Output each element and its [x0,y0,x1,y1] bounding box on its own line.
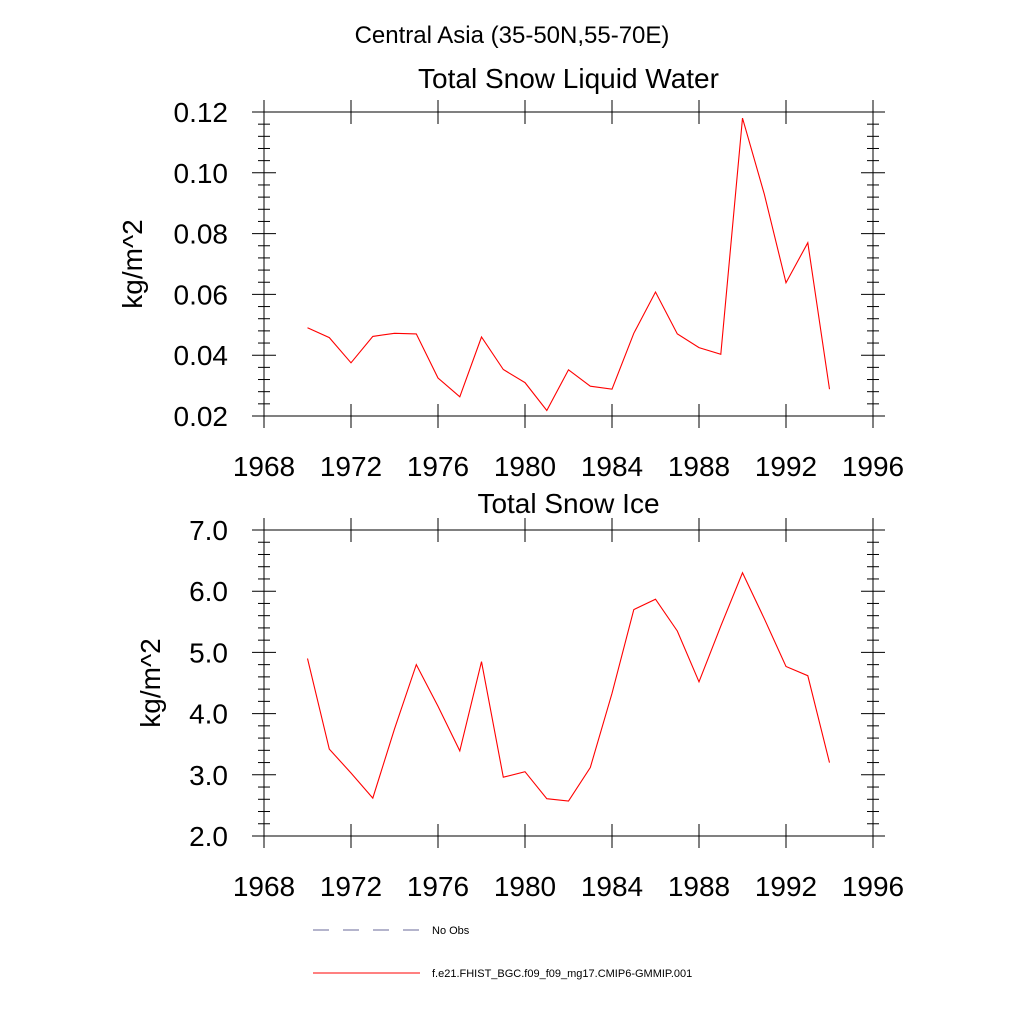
x-tick-label: 1984 [581,451,643,482]
x-tick-label: 1980 [494,871,556,902]
legend-label-model-run: f.e21.FHIST_BGC.f09_f09_mg17.CMIP6-GMMIP… [432,968,692,980]
y-tick-label: 0.06 [174,279,229,310]
x-tick-label: 1972 [320,871,382,902]
plot-frame [263,111,874,417]
x-tick-label: 1992 [755,871,817,902]
x-tick-label: 1976 [407,871,469,902]
y-axis-label: kg/m^2 [135,638,166,727]
y-tick-label: 0.08 [174,219,229,250]
y-tick-label: 0.04 [174,340,229,371]
legend-label-no-obs: No Obs [432,925,470,937]
y-tick-label: 7.0 [189,515,228,546]
x-tick-label: 1972 [320,451,382,482]
chart-title: Total Snow Ice [477,488,659,519]
y-tick-label: 0.02 [174,401,229,432]
y-tick-label: 5.0 [189,637,228,668]
y-tick-label: 0.12 [174,97,229,128]
chart-title: Total Snow Liquid Water [418,63,719,94]
x-tick-label: 1992 [755,451,817,482]
x-tick-label: 1996 [842,451,904,482]
panel-total-snow-ice: Total Snow Ice kg/m^2 1968 1972 1976 1980 1984… [135,488,904,902]
x-tick-label: 1968 [233,451,295,482]
y-tick-label: 2.0 [189,821,228,852]
y-tick-label: 4.0 [189,699,228,730]
figure-title: Central Asia (35-50N,55-70E) [355,22,670,49]
legend: No Obs f.e21.FHIST_BGC.f09_f09_mg17.CMIP… [313,925,692,980]
x-tick-label: 1996 [842,871,904,902]
x-tick-label: 1980 [494,451,556,482]
x-tick-label: 1976 [407,451,469,482]
x-tick-label: 1968 [233,871,295,902]
y-axis-label: kg/m^2 [117,219,148,308]
y-tick-label: 3.0 [189,760,228,791]
series-line [306,571,831,802]
x-tick-label: 1988 [668,871,730,902]
plot-frame [263,529,874,837]
panel-total-snow-liquid-water: Total Snow Liquid Water kg/m^2 1968 1972 197… [117,63,904,482]
series-line [307,117,831,412]
x-tick-label: 1984 [581,871,643,902]
y-tick-label: 0.10 [174,158,229,189]
x-tick-label: 1988 [668,451,730,482]
y-tick-label: 6.0 [189,576,228,607]
